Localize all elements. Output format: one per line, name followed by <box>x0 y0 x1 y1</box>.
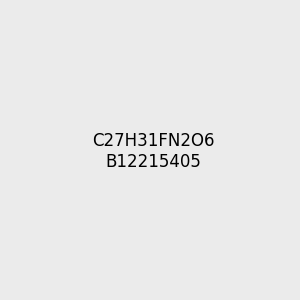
Text: C27H31FN2O6
B12215405: C27H31FN2O6 B12215405 <box>92 132 215 171</box>
